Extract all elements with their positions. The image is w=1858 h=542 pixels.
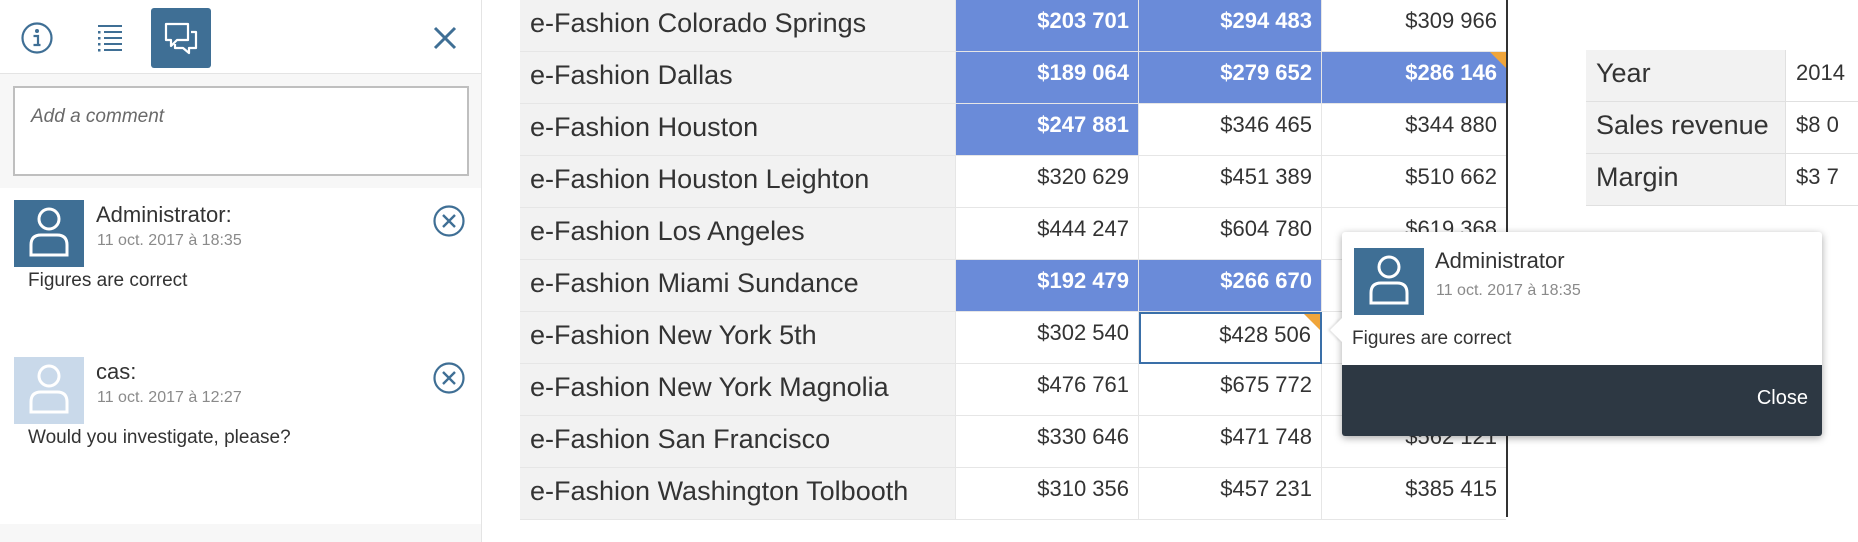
row-header[interactable]: e-Fashion Los Angeles: [520, 208, 956, 260]
comment-text: Figures are correct: [28, 270, 188, 291]
summary-row: Year 2014: [1586, 50, 1858, 102]
popover-text: Figures are correct: [1352, 328, 1512, 349]
table-cell[interactable]: $330 646: [956, 416, 1139, 468]
comment-item: cas: 11 oct. 2017 à 12:27 Would you inve…: [0, 345, 481, 513]
user-icon: [1367, 253, 1411, 310]
popover-author: Administrator: [1435, 248, 1565, 273]
table-cell[interactable]: $457 231: [1139, 468, 1322, 520]
row-header[interactable]: e-Fashion New York Magnolia: [520, 364, 956, 416]
table-cell[interactable]: $604 780: [1139, 208, 1322, 260]
summary-value[interactable]: 2014: [1786, 50, 1858, 102]
user-icon: [27, 205, 71, 262]
table-cell[interactable]: $286 146: [1322, 52, 1506, 104]
comments-button[interactable]: [151, 8, 211, 68]
comment-popover: Administrator 11 oct. 2017 à 18:35 Figur…: [1330, 232, 1822, 436]
table-cell[interactable]: $320 629: [956, 156, 1139, 208]
comments-panel: Administrator: 11 oct. 2017 à 18:35 Figu…: [0, 0, 482, 542]
popover-arrow: [1330, 318, 1342, 342]
table-cell[interactable]: $302 540: [956, 312, 1139, 364]
comment-date: 11 oct. 2017 à 12:27: [97, 389, 242, 406]
delete-circle-icon: [432, 205, 466, 242]
summary-row: Margin $3 7: [1586, 154, 1858, 206]
table-row: e-Fashion Houston $247 881 $346 465 $344…: [520, 104, 1506, 156]
cell-value: $286 146: [1405, 60, 1497, 85]
list-icon: [95, 21, 125, 55]
cell-value: $428 506: [1219, 322, 1311, 347]
info-icon: [20, 21, 54, 55]
compose-area: [0, 74, 481, 188]
info-button[interactable]: [7, 8, 67, 68]
add-comment-input[interactable]: [13, 86, 469, 176]
list-button[interactable]: [80, 8, 140, 68]
table-cell[interactable]: $385 415: [1322, 468, 1506, 520]
row-header[interactable]: e-Fashion Miami Sundance: [520, 260, 956, 312]
comment-text: Would you investigate, please?: [28, 427, 291, 448]
delete-comment-button[interactable]: [432, 361, 466, 395]
close-popover-button[interactable]: Close: [1756, 387, 1808, 409]
comment-item: Administrator: 11 oct. 2017 à 18:35 Figu…: [0, 188, 481, 356]
row-header[interactable]: e-Fashion Houston Leighton: [520, 156, 956, 208]
table-row: e-Fashion New York 5th $302 540 $428 506: [520, 312, 1506, 364]
comment-date: 11 oct. 2017 à 18:35: [97, 232, 242, 249]
delete-circle-icon: [432, 362, 466, 399]
comment-author: cas:: [96, 359, 137, 384]
comments-icon: [162, 20, 200, 56]
row-header[interactable]: e-Fashion Colorado Springs: [520, 0, 956, 52]
panel-toolbar: [0, 0, 481, 74]
popover-date: 11 oct. 2017 à 18:35: [1436, 282, 1581, 299]
comment-author: Administrator:: [96, 202, 232, 227]
summary-value[interactable]: $3 7: [1786, 154, 1858, 206]
selected-table-cell[interactable]: $428 506: [1139, 312, 1322, 364]
table-cell[interactable]: $476 761: [956, 364, 1139, 416]
summary-label[interactable]: Margin: [1586, 154, 1786, 206]
table-row: e-Fashion Colorado Springs $203 701 $294…: [520, 0, 1506, 52]
close-panel-button[interactable]: [415, 8, 475, 68]
row-header[interactable]: e-Fashion New York 5th: [520, 312, 956, 364]
user-icon: [27, 362, 71, 419]
summary-row: Sales revenue $8 0: [1586, 102, 1858, 154]
table-cell[interactable]: $510 662: [1322, 156, 1506, 208]
table-cell[interactable]: $344 880: [1322, 104, 1506, 156]
avatar: [14, 200, 84, 267]
table-cell[interactable]: $451 389: [1139, 156, 1322, 208]
table-cell[interactable]: $444 247: [956, 208, 1139, 260]
table-cell[interactable]: $279 652: [1139, 52, 1322, 104]
table-row: e-Fashion Dallas $189 064 $279 652 $286 …: [520, 52, 1506, 104]
table-cell[interactable]: $346 465: [1139, 104, 1322, 156]
avatar: [14, 357, 84, 424]
row-header[interactable]: e-Fashion Dallas: [520, 52, 956, 104]
summary-value[interactable]: $8 0: [1786, 102, 1858, 154]
table-row: e-Fashion Washington Tolbooth $310 356 $…: [520, 468, 1506, 520]
table-cell[interactable]: $247 881: [956, 104, 1139, 156]
table-cell[interactable]: $675 772: [1139, 364, 1322, 416]
summary-label[interactable]: Year: [1586, 50, 1786, 102]
close-icon: [431, 24, 459, 52]
panel-footer: [0, 524, 481, 542]
delete-comment-button[interactable]: [432, 204, 466, 238]
table-cell[interactable]: $309 966: [1322, 0, 1506, 52]
table-cell[interactable]: $471 748: [1139, 416, 1322, 468]
row-header[interactable]: e-Fashion San Francisco: [520, 416, 956, 468]
table-cell[interactable]: $192 479: [956, 260, 1139, 312]
table-row: e-Fashion San Francisco $330 646 $471 74…: [520, 416, 1506, 468]
table-cell[interactable]: $189 064: [956, 52, 1139, 104]
row-header[interactable]: e-Fashion Washington Tolbooth: [520, 468, 956, 520]
comment-marker-icon: [1304, 314, 1320, 330]
table-cell[interactable]: $203 701: [956, 0, 1139, 52]
table-cell[interactable]: $294 483: [1139, 0, 1322, 52]
table-cell[interactable]: $310 356: [956, 468, 1139, 520]
summary-label[interactable]: Sales revenue: [1586, 102, 1786, 154]
avatar: [1354, 248, 1424, 315]
comment-marker-icon: [1490, 52, 1506, 68]
row-header[interactable]: e-Fashion Houston: [520, 104, 956, 156]
table-cell[interactable]: $266 670: [1139, 260, 1322, 312]
table-row: e-Fashion Houston Leighton $320 629 $451…: [520, 156, 1506, 208]
popover-footer: Close: [1342, 365, 1822, 436]
